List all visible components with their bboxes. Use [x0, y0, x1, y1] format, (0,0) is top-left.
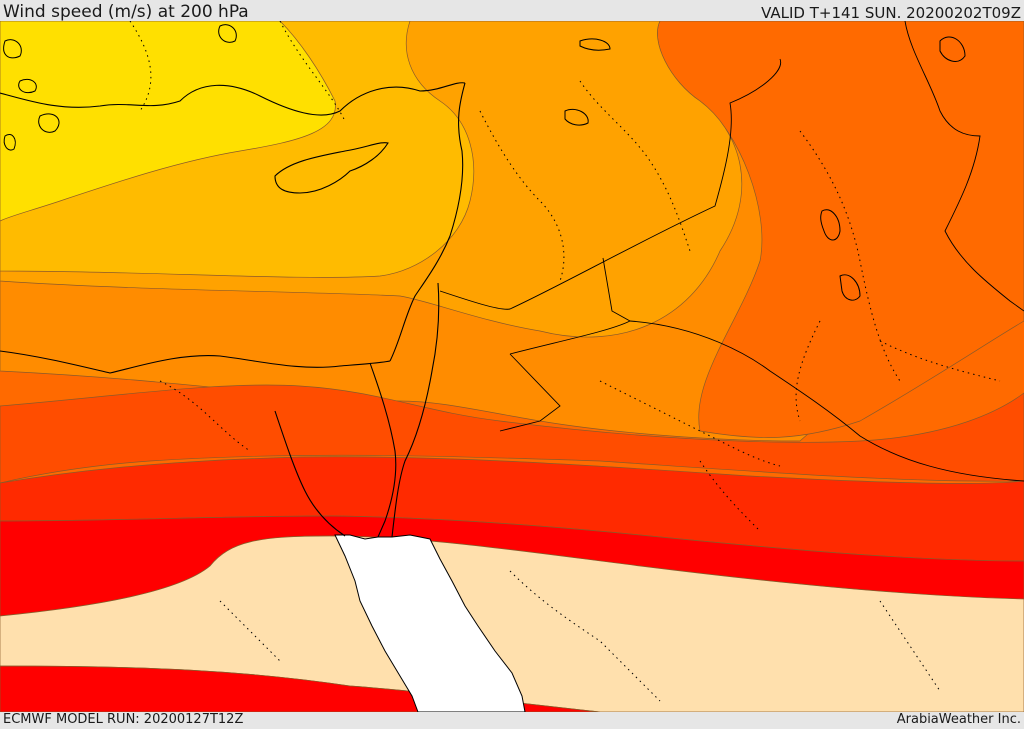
lakes	[564, 36, 966, 301]
gulf-suez	[274, 410, 346, 537]
header-bar: Wind speed (m/s) at 200 hPa VALID T+141 …	[0, 0, 1024, 22]
coast-egypt	[0, 350, 391, 374]
red-sea	[334, 534, 526, 712]
aegean-islands	[3, 24, 237, 151]
border-iraq-saudi	[602, 257, 631, 322]
valid-time: VALID T+141 SUN. 20200202T09Z	[761, 4, 1021, 22]
coast-turkey	[0, 82, 466, 116]
footer-bar: ECMWF MODEL RUN: 20200127T12Z ArabiaWeat…	[0, 712, 1024, 729]
sinai-west	[369, 362, 397, 538]
border-egypt-saudi	[499, 353, 561, 432]
credit-label: ArabiaWeather Inc.	[896, 712, 1021, 727]
band-yellow	[0, 21, 336, 222]
weather-map[interactable]	[0, 21, 1024, 712]
border-iran	[904, 21, 1024, 312]
model-run-label: ECMWF MODEL RUN: 20200127T12Z	[3, 712, 244, 727]
border-saudi-jordan	[509, 320, 1024, 482]
coast-levant	[389, 82, 466, 362]
band-deep-orange	[0, 384, 1024, 484]
internal-boundaries	[129, 21, 1001, 702]
gulf-aqaba	[391, 282, 440, 538]
map-title: Wind speed (m/s) at 200 hPa	[3, 2, 249, 22]
cyprus-island	[274, 142, 389, 194]
border-jordan-iraq	[439, 58, 782, 310]
map-canvas	[0, 21, 1024, 712]
